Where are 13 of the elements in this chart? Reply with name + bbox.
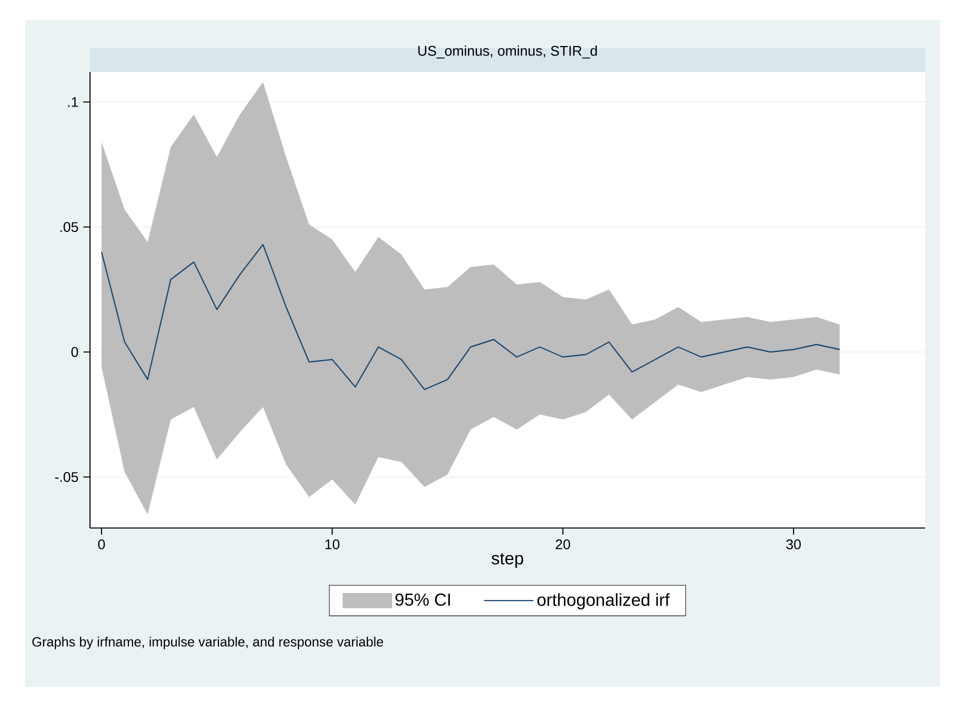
text: Graphs by irfname, impulse variable, and response variable bbox=[32, 636, 384, 650]
y-tick-label: -.05 bbox=[55, 472, 78, 482]
y-tick-label: .1 bbox=[68, 97, 78, 107]
x-tick-label: 0 bbox=[98, 539, 105, 550]
text: 95% CI bbox=[395, 593, 450, 606]
y-tick-label: .05 bbox=[60, 222, 78, 232]
x-axis-title: step bbox=[492, 553, 524, 568]
chart-title: US_ominus, ominus, STIR_d bbox=[418, 46, 597, 58]
y-tick-label: 0 bbox=[71, 347, 78, 357]
x-tick-label: 20 bbox=[556, 539, 570, 550]
x-tick-label: 10 bbox=[325, 539, 340, 550]
legend-label: orthogonalized irf bbox=[537, 593, 670, 610]
x-tick-label: 30 bbox=[786, 539, 801, 550]
